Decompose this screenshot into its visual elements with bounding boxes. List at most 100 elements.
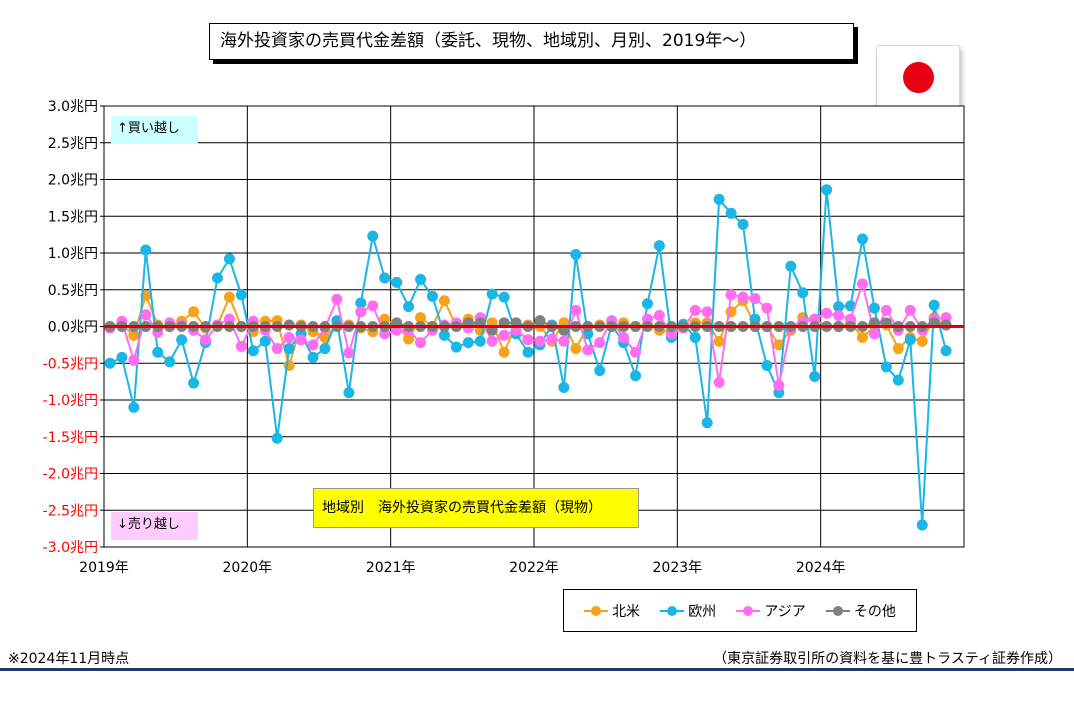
sell-annotation: ↓売り越し (111, 512, 198, 540)
legend-swatch-europe (660, 605, 685, 617)
point-europe (474, 335, 486, 347)
flag-red-circle (903, 62, 934, 93)
point-europe (522, 346, 534, 358)
point-europe (689, 332, 701, 344)
point-europe (641, 298, 653, 310)
legend-swatch-other (825, 605, 850, 617)
point-europe (438, 329, 450, 341)
x-tick-label: 2024年 (796, 560, 846, 576)
legend-label-other: その他 (853, 603, 896, 620)
point-north-america (128, 329, 140, 341)
point-asia (343, 347, 355, 359)
legend-swatch-asia (736, 605, 761, 617)
point-north-america (188, 306, 200, 318)
y-tick-label: 2.5兆円 (48, 136, 98, 152)
point-europe (701, 417, 713, 429)
y-tick-label: 0.5兆円 (48, 283, 98, 299)
point-europe (152, 346, 164, 358)
point-asia (761, 302, 773, 314)
point-europe (809, 370, 821, 382)
point-europe (462, 337, 474, 349)
point-north-america (773, 339, 785, 351)
legend-label-asia: アジア (764, 603, 806, 620)
point-asia (558, 335, 570, 347)
point-europe (928, 299, 940, 311)
x-tick-label: 2021年 (366, 560, 416, 576)
x-tick-label: 2019年 (79, 560, 129, 576)
point-asia (582, 344, 594, 356)
point-europe (211, 272, 223, 284)
point-asia (653, 309, 665, 321)
point-europe (594, 365, 606, 377)
point-north-america (438, 295, 450, 307)
point-europe (916, 519, 928, 531)
point-asia (773, 379, 785, 391)
point-north-america (892, 343, 904, 355)
legend-item-other: その他 (825, 601, 896, 621)
point-europe (737, 218, 749, 230)
point-asia (904, 304, 916, 316)
bottom-divider (0, 668, 1074, 671)
point-europe (188, 377, 200, 389)
chart-title: 海外投資家の売買代金差額（委託、現物、地域別、月別、2019年～） (209, 23, 854, 60)
point-asia (140, 309, 152, 321)
point-europe (343, 387, 355, 399)
point-europe (140, 244, 152, 256)
y-tick-label: 1.0兆円 (48, 246, 98, 262)
point-europe (259, 335, 271, 347)
point-north-america (725, 306, 737, 318)
point-asia (128, 354, 140, 366)
point-asia (701, 306, 713, 318)
point-north-america (403, 333, 415, 345)
point-europe (833, 301, 845, 313)
point-europe (116, 351, 128, 363)
point-europe (785, 260, 797, 272)
point-asia (546, 333, 558, 345)
point-europe (880, 361, 892, 373)
point-asia (331, 293, 343, 305)
x-axis-ticks: 2019年 2020年 2021年 2022年 2023年 2024年 (79, 560, 845, 576)
point-europe (856, 233, 868, 245)
point-asia (570, 304, 582, 316)
point-north-america (498, 346, 510, 358)
point-europe (892, 374, 904, 386)
point-asia (498, 329, 510, 341)
point-asia (737, 291, 749, 303)
point-europe (104, 357, 116, 369)
point-europe (379, 272, 391, 284)
point-europe (403, 301, 415, 313)
legend-swatch-north-america (584, 605, 609, 617)
x-tick-label: 2022年 (509, 560, 559, 576)
point-other (534, 315, 546, 327)
legend-item-asia: アジア (736, 601, 806, 621)
y-tick-label: 1.5兆円 (48, 209, 98, 225)
chart-inner-title: 地域別 海外投資家の売買代金差額（現物） (313, 488, 639, 528)
point-asia (235, 340, 247, 352)
point-asia (725, 289, 737, 301)
point-europe (367, 230, 379, 242)
point-asia (367, 300, 379, 312)
point-asia (880, 304, 892, 316)
legend-label-north-america: 北米 (612, 603, 641, 620)
point-asia (200, 334, 212, 346)
y-tick-label: 3.0兆円 (48, 99, 98, 115)
point-asia (486, 335, 498, 347)
point-asia (713, 376, 725, 388)
point-europe (415, 273, 427, 285)
point-europe (653, 240, 665, 252)
chart-series (104, 184, 964, 531)
point-asia (833, 309, 845, 321)
legend-label-europe: 欧州 (688, 603, 717, 620)
japan-flag-icon (876, 45, 960, 108)
point-europe (307, 351, 319, 363)
x-tick-label: 2023年 (653, 560, 703, 576)
point-north-america (283, 359, 295, 371)
point-asia (618, 332, 630, 344)
source-note: （東京証券取引所の資料を基に豊トラスティ証券作成） (713, 651, 1062, 667)
point-asia (271, 343, 283, 355)
point-asia (307, 339, 319, 351)
point-asia (856, 278, 868, 290)
point-north-america (223, 291, 235, 303)
point-europe (128, 401, 140, 413)
